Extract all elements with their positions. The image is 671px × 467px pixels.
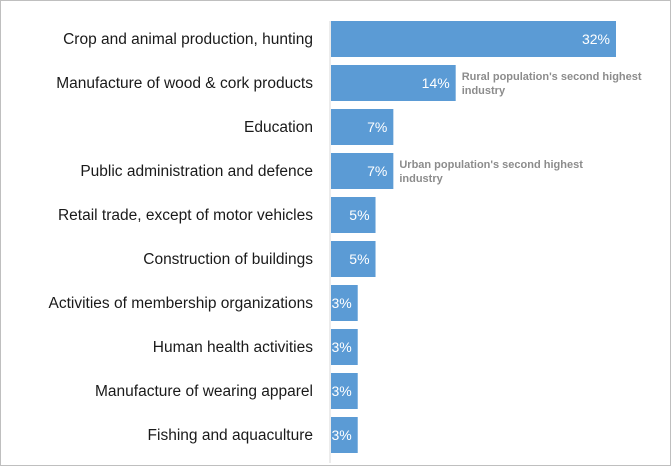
data-label: 3% — [331, 383, 351, 399]
data-label: 3% — [331, 339, 351, 355]
data-label: 14% — [422, 75, 450, 91]
category-label: Public administration and defence — [80, 163, 313, 180]
annotation-line: industry — [399, 173, 443, 185]
bar-manufacture-of-wearing-apparel — [331, 373, 358, 409]
annotation-line: Rural population's second highest — [462, 71, 642, 83]
bar-manufacture-of-wood-cork-products — [331, 65, 456, 101]
bar-public-administration-and-defence — [331, 153, 394, 189]
data-label: 5% — [349, 251, 369, 267]
data-label: 3% — [331, 427, 351, 443]
data-label: 5% — [349, 207, 369, 223]
data-label: 7% — [367, 163, 387, 179]
category-label: Crop and animal production, hunting — [63, 31, 313, 48]
annotation-text: Rural population's second highest industr… — [462, 71, 642, 97]
bar-retail-trade-except-of-motor-vehicles — [331, 197, 376, 233]
category-label: Fishing and aquaculture — [148, 427, 313, 444]
category-label: Retail trade, except of motor vehicles — [58, 207, 313, 224]
category-label: Activities of membership organizations — [49, 295, 314, 312]
annotation-line: industry — [462, 85, 506, 97]
bar-human-health-activities — [331, 329, 358, 365]
category-label: Manufacture of wood & cork products — [56, 75, 313, 92]
annotation-text: Urban population's second highest industr… — [399, 159, 583, 185]
bar-fishing-and-aquaculture — [331, 417, 358, 453]
data-label: 32% — [582, 31, 610, 47]
data-label: 7% — [367, 119, 387, 135]
category-label: Education — [244, 119, 313, 136]
bars-layer: Crop and animal production, hunting 32% Ma… — [49, 21, 642, 453]
bar-construction-of-buildings — [331, 241, 376, 277]
bar-education — [331, 109, 394, 145]
data-label: 3% — [331, 295, 351, 311]
bar-crop-and-animal-production-hunting — [331, 21, 616, 57]
annotation-line: Urban population's second highest — [399, 159, 583, 171]
category-label: Manufacture of wearing apparel — [95, 383, 313, 400]
category-label: Construction of buildings — [143, 251, 313, 268]
bar-activities-of-membership-organizations — [331, 285, 358, 321]
category-label: Human health activities — [153, 339, 313, 356]
